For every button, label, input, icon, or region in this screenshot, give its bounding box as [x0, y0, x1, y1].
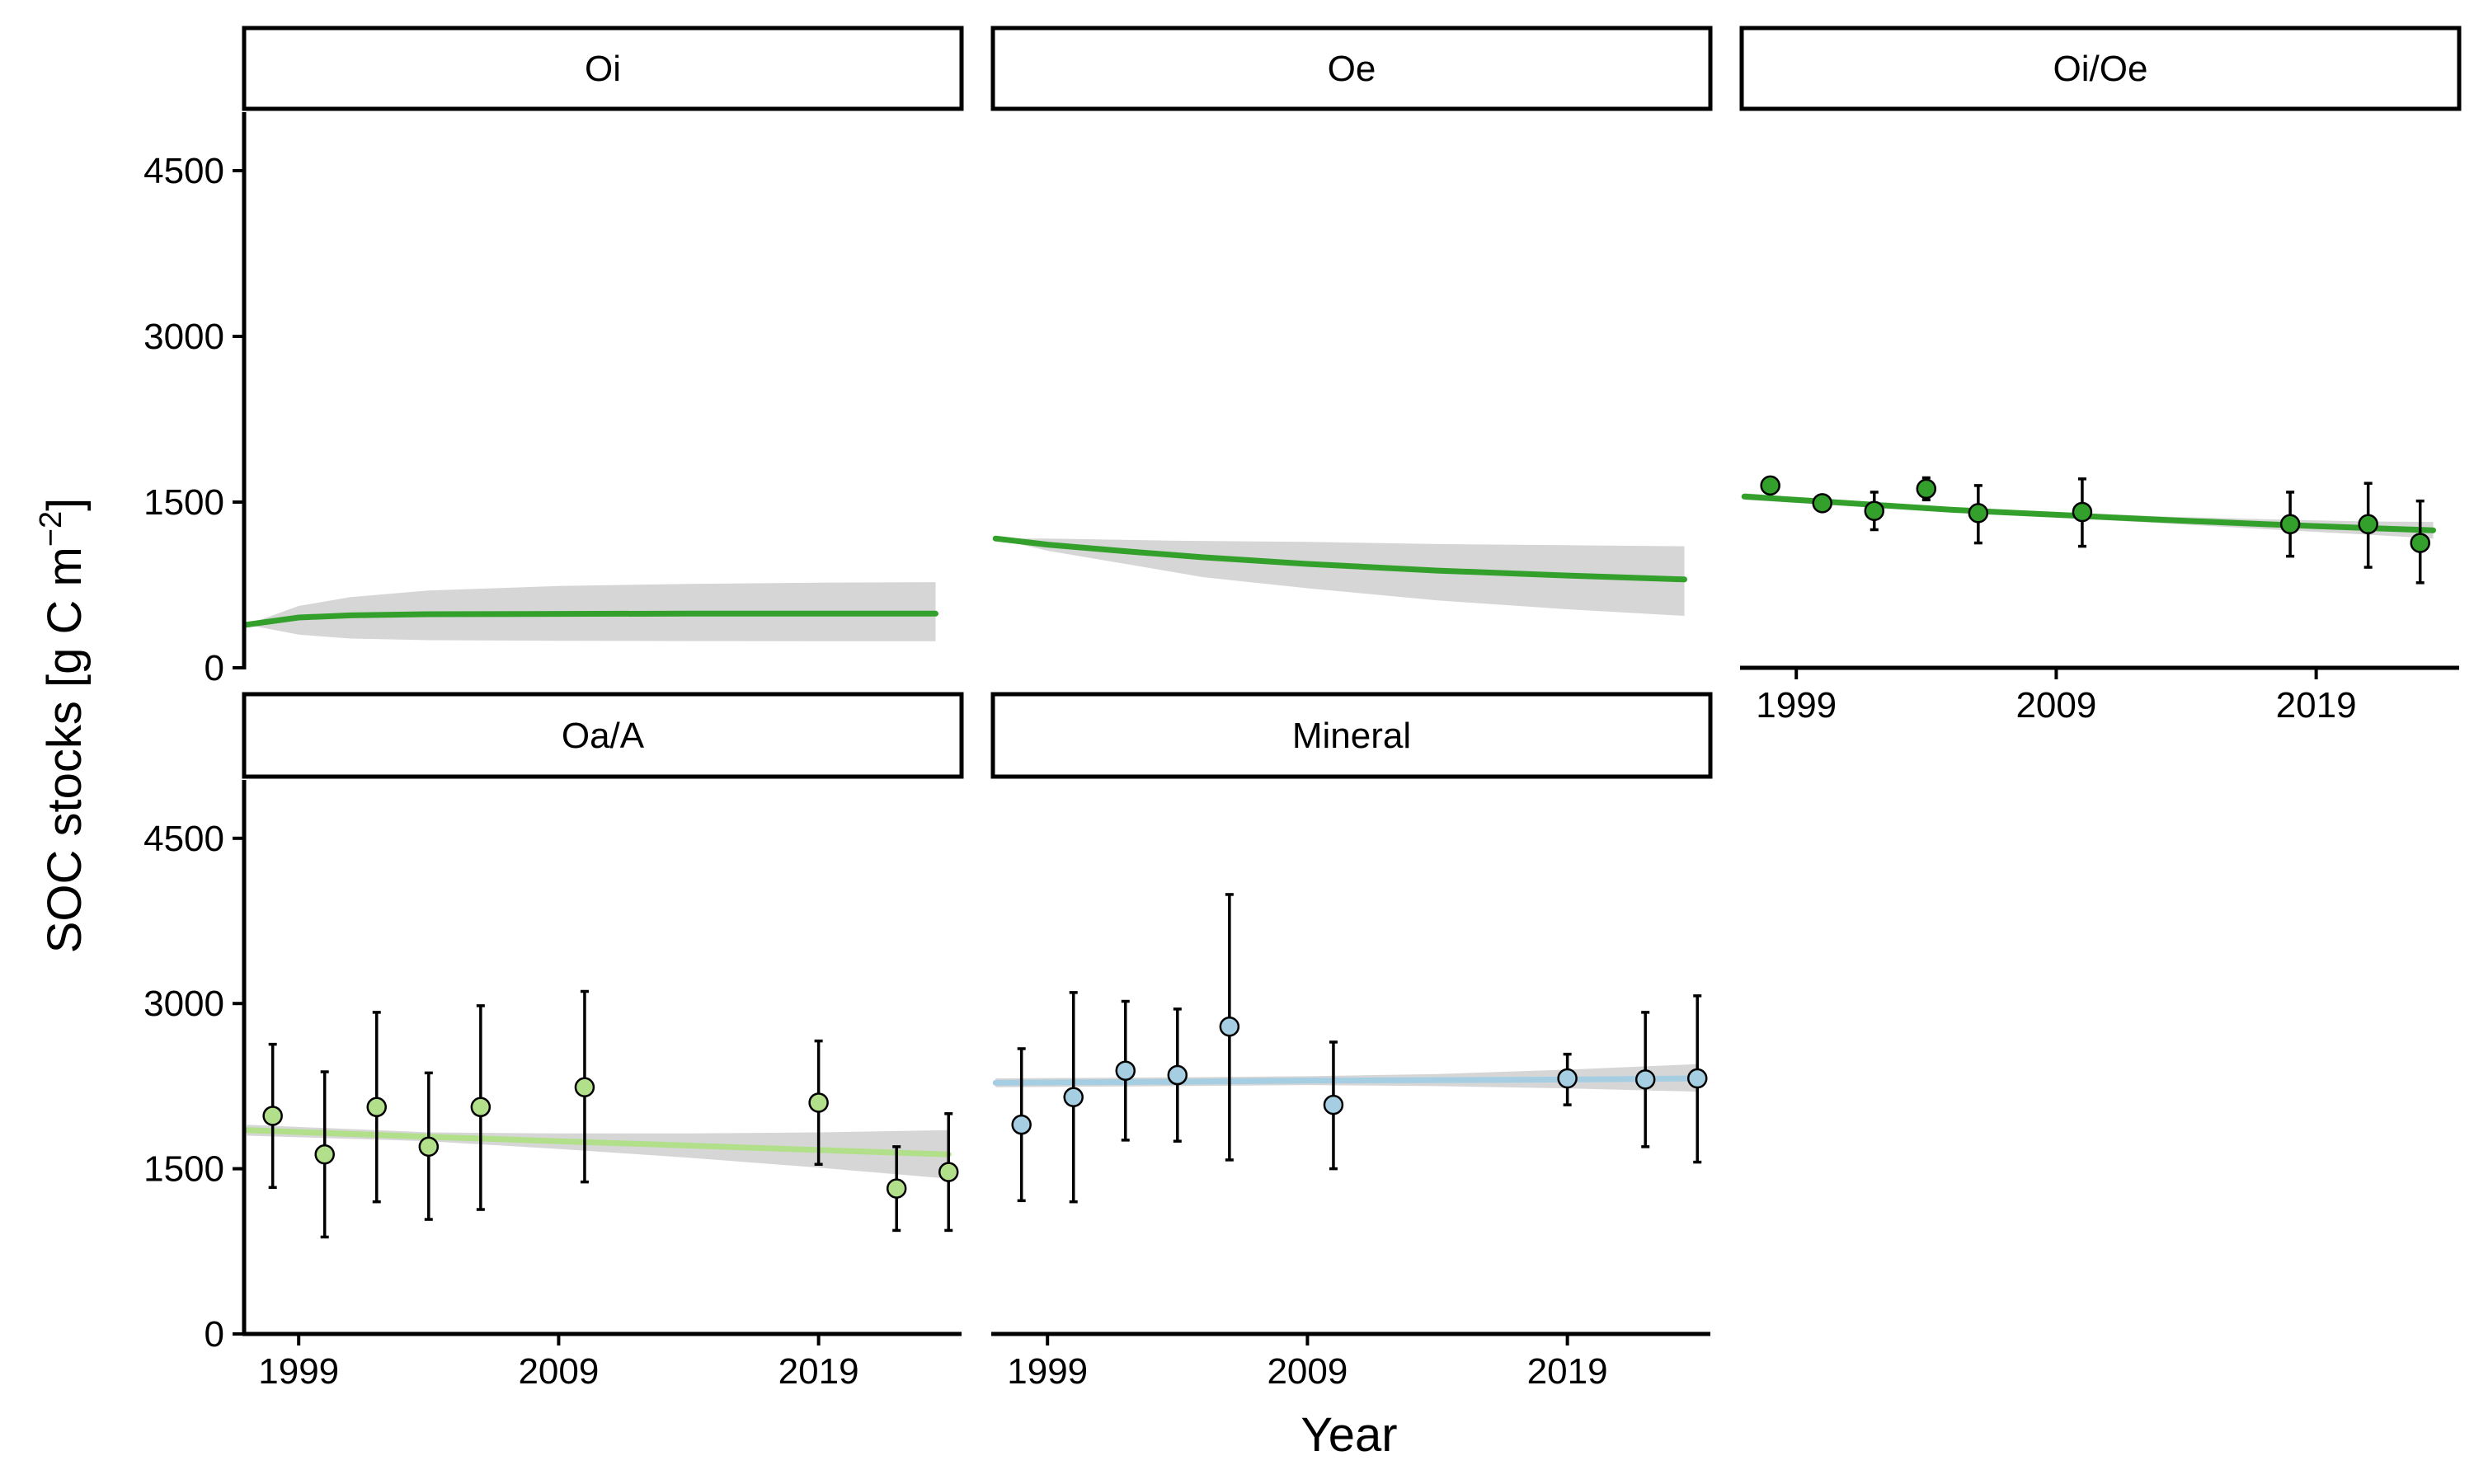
y-axis-title-close: ] — [38, 498, 92, 511]
facet-strip-label: Oe — [1328, 49, 1376, 89]
y-axis-title-main: SOC stocks [g C m — [38, 547, 92, 953]
data-point — [1916, 478, 1937, 500]
data-point — [574, 1077, 595, 1097]
facet-strip-label: Mineral — [1292, 716, 1411, 756]
data-point — [418, 1136, 440, 1158]
facet-mineral: Mineral 1999 2009 2019 — [990, 692, 1713, 1392]
data-point — [1219, 1017, 1240, 1037]
data-point — [808, 1092, 829, 1113]
x-tick-label: 2019 — [778, 1351, 859, 1392]
fit-line — [992, 1075, 1700, 1086]
x-tick-label: 1999 — [258, 1351, 339, 1392]
facet-oe: Oe — [990, 26, 1713, 616]
facet-strip — [990, 26, 1713, 111]
data-point — [470, 1097, 492, 1118]
fit-line — [1741, 493, 2436, 533]
y-tick-label: 4500 — [143, 151, 224, 191]
facet-oi-oe: Oi/Oe 1999 2009 2019 — [1739, 26, 2462, 726]
y-tick-label: 1500 — [143, 1149, 224, 1190]
data-point — [938, 1162, 959, 1182]
y-tick-label: 3000 — [143, 984, 224, 1024]
facet-strip-label: Oi/Oe — [2053, 49, 2148, 89]
y-tick-label: 4500 — [143, 819, 224, 859]
facet-strip — [242, 692, 964, 779]
data-point — [1634, 1069, 1656, 1090]
x-tick-label: 2009 — [518, 1351, 599, 1392]
confidence-band — [995, 538, 1685, 616]
fit-line — [992, 535, 1687, 583]
x-tick-label: 2009 — [2015, 685, 2096, 726]
data-point — [1323, 1094, 1344, 1115]
data-point — [262, 1106, 283, 1126]
data-point — [1557, 1068, 1578, 1089]
y-axis-title-group: SOC stocks [g C m−2] — [34, 498, 92, 954]
facet-oa-a: Oa/A 0 1500 3000 4500 1999 2009 2019 — [143, 692, 964, 1392]
facet-oi: Oi 0 1500 3000 4500 — [143, 26, 964, 688]
facet-strip-label: Oi — [585, 49, 621, 89]
data-point — [1812, 493, 1832, 514]
data-point — [1115, 1060, 1136, 1081]
data-point — [886, 1178, 907, 1199]
y-axis-title-superscript: −2 — [34, 511, 68, 547]
x-tick-label: 1999 — [1756, 685, 1837, 726]
x-axis-title: Year — [1300, 1408, 1397, 1462]
data-point — [2279, 514, 2301, 535]
x-tick-label: 2019 — [1527, 1351, 1608, 1392]
data-point — [1968, 503, 1989, 524]
facet-strip-label: Oa/A — [562, 716, 645, 756]
facet-strip — [1739, 26, 2462, 111]
x-tick-label: 2019 — [2276, 685, 2357, 726]
data-point — [2072, 501, 2093, 523]
x-tick-label: 2009 — [1267, 1351, 1348, 1392]
facet-strip — [242, 26, 964, 111]
data-point — [2358, 514, 2378, 535]
data-point — [1063, 1087, 1084, 1108]
data-point — [1011, 1114, 1032, 1135]
data-point — [1167, 1064, 1188, 1086]
data-point — [1760, 475, 1780, 496]
x-tick-label: 1999 — [1007, 1351, 1088, 1392]
y-tick-label: 0 — [205, 648, 224, 688]
data-point — [366, 1097, 388, 1118]
fit-line — [243, 610, 938, 628]
data-point — [1686, 1068, 1708, 1089]
data-point — [1864, 500, 1885, 521]
y-tick-label: 0 — [205, 1314, 224, 1355]
data-point — [2410, 533, 2430, 553]
y-tick-label: 1500 — [143, 482, 224, 523]
facet-strip — [990, 692, 1713, 779]
y-tick-label: 3000 — [143, 317, 224, 357]
y-axis-title: SOC stocks [g C m−2] — [34, 498, 92, 954]
data-point — [314, 1144, 335, 1165]
fit-line — [243, 1127, 952, 1158]
